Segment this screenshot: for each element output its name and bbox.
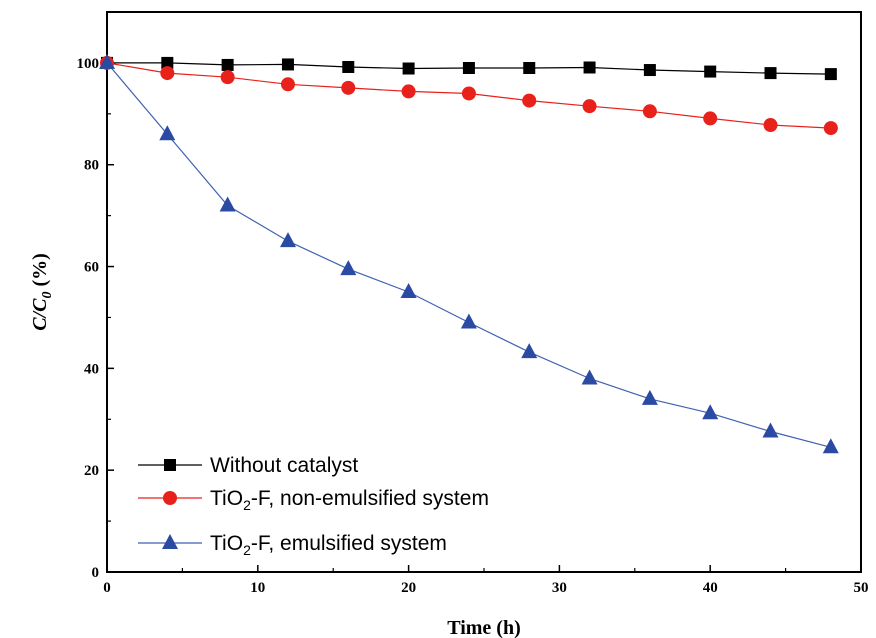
data-point-triangle <box>762 422 779 438</box>
y-tick-label: 0 <box>92 565 100 581</box>
data-point-triangle <box>581 369 598 385</box>
x-tick-label: 30 <box>552 580 567 596</box>
legend-item-without-catalyst: Without catalyst <box>138 454 358 477</box>
y-tick-label: 60 <box>84 260 99 276</box>
x-axis-title: Time (h) <box>447 617 521 638</box>
x-tick-label: 10 <box>250 580 265 596</box>
data-point-circle <box>703 111 718 126</box>
data-point-circle <box>823 121 838 136</box>
y-tick-label: 20 <box>84 463 99 479</box>
data-point-triangle <box>280 232 296 248</box>
legend-item-emulsified: TiO2-F, emulsified system <box>138 532 447 558</box>
data-point-triangle <box>159 125 176 141</box>
series-line <box>106 62 831 448</box>
legend-item-non-emulsified: TiO2-F, non-emulsified system <box>138 487 489 513</box>
data-point-triangle <box>99 53 115 69</box>
legend-marker-square <box>164 459 176 471</box>
data-point-triangle <box>702 404 719 420</box>
data-point-square <box>342 60 355 73</box>
data-point-triangle <box>340 260 357 276</box>
data-point-square <box>161 56 174 69</box>
x-tick-label: 20 <box>401 580 416 596</box>
data-point-triangle <box>219 196 236 212</box>
series-triangle <box>99 53 839 454</box>
data-point-triangle <box>400 283 417 298</box>
axis-ticks: 0 10 20 30 40 50 0 20 40 60 80 100 <box>77 56 869 596</box>
data-point-square <box>462 62 475 74</box>
data-point-square <box>764 67 777 80</box>
data-point-circle <box>461 86 476 101</box>
data-point-circle <box>220 70 235 85</box>
legend-label-non-emulsified: TiO2-F, non-emulsified system <box>210 487 489 513</box>
data-point-square <box>583 61 596 74</box>
data-point-triangle <box>521 343 538 359</box>
data-point-circle <box>160 66 175 81</box>
data-point-square <box>402 62 415 75</box>
data-point-circle <box>763 118 778 133</box>
legend-label-emulsified: TiO2-F, emulsified system <box>210 532 447 558</box>
data-point-square <box>221 58 234 71</box>
data-point-circle <box>642 104 657 119</box>
data-point-square <box>704 65 717 78</box>
data-point-circle <box>582 99 597 114</box>
legend-label-without-catalyst: Without catalyst <box>210 454 358 477</box>
data-point-square <box>523 62 536 74</box>
data-point-circle <box>341 80 356 95</box>
data-point-circle <box>280 77 295 92</box>
data-point-circle <box>401 84 416 99</box>
legend: Without catalyst TiO2-F, non-emulsified … <box>138 454 489 558</box>
data-point-circle <box>522 93 537 108</box>
y-axis-title: C/C0 (%) <box>29 253 55 331</box>
series-layer <box>99 53 839 454</box>
legend-marker-triangle <box>162 534 178 549</box>
series-square <box>101 56 837 81</box>
y-tick-label: 80 <box>84 158 99 174</box>
data-point-triangle <box>460 313 477 329</box>
data-point-triangle <box>641 389 658 405</box>
y-tick-label: 40 <box>84 361 99 377</box>
x-tick-label: 50 <box>854 580 869 596</box>
data-point-square <box>281 58 294 71</box>
data-point-square <box>643 64 656 77</box>
legend-marker-circle <box>163 491 177 505</box>
y-tick-label: 100 <box>77 56 100 72</box>
x-tick-label: 40 <box>703 580 718 596</box>
data-point-square <box>824 68 837 81</box>
x-tick-label: 0 <box>103 580 111 596</box>
data-point-triangle <box>822 438 839 454</box>
